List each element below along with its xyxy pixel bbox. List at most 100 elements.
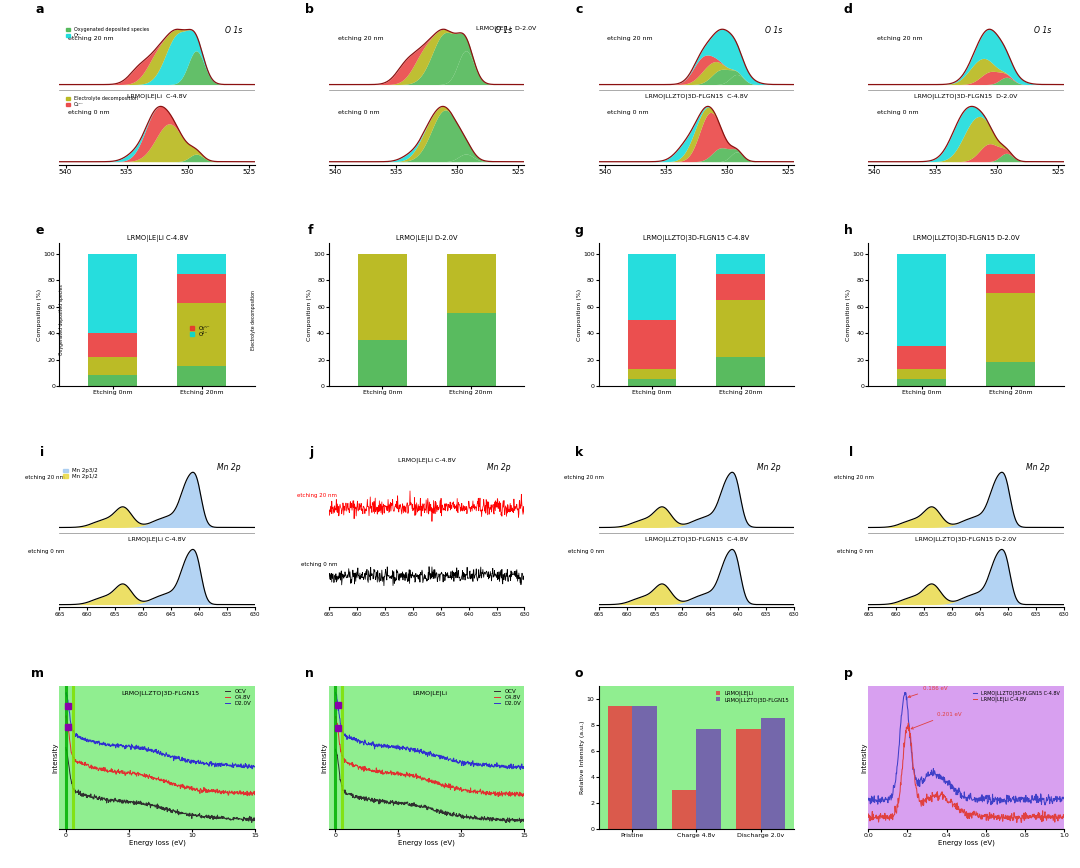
LRMO|LE|Li C-4.8V (862, 809, 875, 819)
Line: OCV: OCV (66, 747, 255, 823)
Text: j: j (309, 446, 313, 459)
OCV (191, 811, 204, 821)
Text: h: h (843, 225, 853, 238)
Bar (177, 253, 226, 273)
Y-axis label: Intensity: Intensity (861, 742, 867, 773)
Bar (447, 313, 496, 386)
LRMO|LLZTO|3D-FLGN15 C-4.8V (955, 793, 968, 804)
Text: LRMO|LLZTO|3D-FLGN15  C-4.8V: LRMO|LLZTO|3D-FLGN15 C-4.8V (645, 536, 747, 542)
D2.0V (59, 687, 72, 698)
LRMO|LLZTO|3D-FLGN15 C-4.8V (862, 794, 875, 805)
C4.8V (248, 788, 261, 799)
Text: LRMO|LLZTO|3D-FLGN15  D-2.0V: LRMO|LLZTO|3D-FLGN15 D-2.0V (915, 94, 1017, 99)
Bar (697, 728, 720, 829)
D2.0V (396, 742, 409, 753)
Bar (897, 253, 946, 346)
Text: O 1s: O 1s (495, 26, 512, 35)
OCV (499, 818, 512, 828)
LRMO|LLZTO|3D-FLGN15 C-4.8V (899, 687, 912, 698)
Text: p: p (843, 667, 853, 681)
Line: D2.0V: D2.0V (336, 693, 525, 770)
Text: Mn 2p: Mn 2p (757, 464, 780, 472)
C4.8V (370, 767, 383, 778)
Text: O 1s: O 1s (765, 26, 782, 35)
OCV (457, 811, 470, 821)
Text: etching 0 nm: etching 0 nm (301, 562, 337, 567)
OCV (518, 815, 531, 825)
Legend: Electrolyte decomposition, O₂ⁿ⁻: Electrolyte decomposition, O₂ⁿ⁻ (66, 95, 138, 108)
Bar (627, 253, 676, 320)
Bar (627, 320, 676, 369)
Legend: LRMO|LE|Li, LRMO|LLZTO|3D-FLGN15: LRMO|LE|Li, LRMO|LLZTO|3D-FLGN15 (714, 688, 792, 705)
Text: LRMO|LLZTO|3D-FLGN15  C-4.8V: LRMO|LLZTO|3D-FLGN15 C-4.8V (645, 94, 747, 99)
Y-axis label: Composition (%): Composition (%) (577, 288, 581, 340)
Line: OCV: OCV (336, 749, 525, 823)
C4.8V (241, 791, 254, 801)
Text: etching 0 nm: etching 0 nm (607, 110, 649, 115)
Title: LRMO|LLZTO|3D-FLGN15 D-2.0V: LRMO|LLZTO|3D-FLGN15 D-2.0V (913, 235, 1020, 242)
LRMO|LE|Li C-4.8V (1053, 810, 1066, 820)
Text: 0.201 eV: 0.201 eV (912, 712, 961, 729)
LRMO|LLZTO|3D-FLGN15 C-4.8V (1057, 793, 1070, 804)
Text: d: d (843, 3, 853, 16)
Bar (716, 300, 766, 357)
Line: LRMO|LLZTO|3D-FLGN15 C-4.8V: LRMO|LLZTO|3D-FLGN15 C-4.8V (868, 693, 1064, 805)
Text: etching 0 nm: etching 0 nm (568, 549, 605, 554)
Text: i: i (40, 446, 44, 459)
D2.0V (127, 742, 140, 753)
D2.0V (80, 734, 93, 745)
Bar (177, 273, 226, 303)
Text: etching 20 nm: etching 20 nm (607, 36, 653, 41)
D2.0V (329, 687, 342, 698)
Bar (716, 273, 766, 300)
Title: LRMO|LLZTO|3D-FLGN15 C-4.8V: LRMO|LLZTO|3D-FLGN15 C-4.8V (644, 235, 750, 242)
LRMO|LLZTO|3D-FLGN15 C-4.8V (978, 792, 991, 802)
D2.0V (369, 740, 382, 751)
Y-axis label: Composition (%): Composition (%) (307, 288, 312, 340)
C4.8V (461, 786, 474, 797)
D2.0V (191, 756, 204, 766)
Title: LRMO|LE|Li C-4.8V: LRMO|LE|Li C-4.8V (397, 457, 456, 464)
D2.0V (187, 758, 200, 768)
C4.8V (369, 763, 382, 773)
Text: etching 0 nm: etching 0 nm (28, 549, 65, 554)
OCV (461, 812, 474, 823)
X-axis label: Energy loss (eV): Energy loss (eV) (399, 839, 455, 846)
OCV (187, 810, 200, 820)
Bar (89, 357, 137, 376)
LRMO|LLZTO|3D-FLGN15 C-4.8V (1023, 793, 1036, 804)
Text: f: f (308, 225, 313, 238)
Text: m: m (30, 667, 44, 681)
D2.0V (461, 757, 474, 767)
OCV (59, 742, 72, 753)
C4.8V (457, 785, 470, 795)
C4.8V (329, 711, 342, 721)
Line: LRMO|LE|Li C-4.8V: LRMO|LE|Li C-4.8V (868, 723, 1064, 823)
Text: etching 20 nm: etching 20 nm (338, 36, 383, 41)
X-axis label: Energy loss (eV): Energy loss (eV) (937, 839, 995, 846)
Text: etching 0 nm: etching 0 nm (837, 549, 874, 554)
LRMO|LE|Li C-4.8V (1023, 811, 1036, 821)
OCV (79, 790, 92, 800)
Bar (89, 253, 137, 333)
C4.8V (329, 713, 342, 723)
Bar (608, 706, 632, 829)
OCV (100, 794, 113, 805)
OCV (248, 812, 261, 823)
C4.8V (349, 760, 362, 770)
C4.8V (59, 711, 72, 721)
Text: etching 20 nm: etching 20 nm (68, 36, 113, 41)
OCV (370, 796, 383, 806)
C4.8V (397, 770, 410, 780)
Text: Mn 2p: Mn 2p (487, 464, 511, 472)
Text: etching 20 nm: etching 20 nm (834, 475, 874, 480)
Text: c: c (576, 3, 583, 16)
Text: o: o (575, 667, 583, 681)
Y-axis label: Composition (%): Composition (%) (37, 288, 42, 340)
Bar (672, 791, 697, 829)
Bar (177, 366, 226, 386)
LRMO|LE|Li C-4.8V (1057, 812, 1070, 822)
Text: b: b (305, 3, 313, 16)
Text: etching 20 nm: etching 20 nm (565, 475, 605, 480)
OCV (396, 798, 409, 808)
